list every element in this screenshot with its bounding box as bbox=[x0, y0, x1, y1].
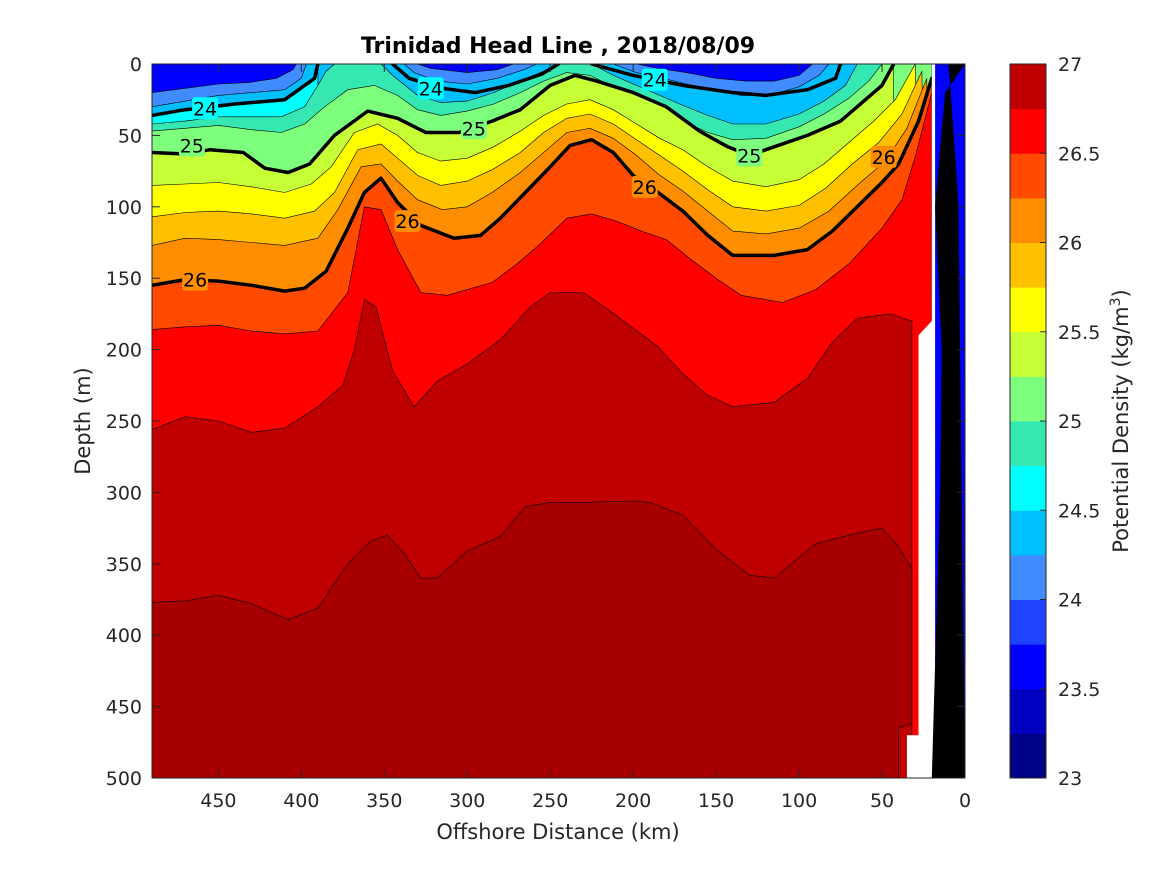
colorbar-segment bbox=[1010, 376, 1046, 422]
colorbar-tick-label: 25 bbox=[1058, 411, 1082, 433]
colorbar-segment bbox=[1010, 644, 1046, 690]
shelf-blank-area bbox=[906, 64, 965, 778]
contour-label-7: 26 bbox=[633, 177, 657, 199]
x-tick-label: 150 bbox=[698, 790, 734, 812]
contour-label-bg bbox=[182, 268, 209, 291]
density-bands bbox=[152, 64, 933, 778]
plot-area: 24 25 26 24 25 26 24 26 25 26 bbox=[152, 64, 965, 778]
colorbar-tick-label: 24.5 bbox=[1058, 500, 1100, 522]
colorbar-segment bbox=[1010, 465, 1046, 511]
y-axis-label: Depth (m) bbox=[71, 367, 95, 474]
y-tick-label: 150 bbox=[106, 268, 142, 290]
contour-label-bg bbox=[417, 77, 444, 100]
colorbar-tick-label: 26.5 bbox=[1058, 143, 1100, 165]
colorbar-segment bbox=[1010, 108, 1046, 154]
contour-lines bbox=[152, 64, 934, 293]
y-tick-label: 250 bbox=[106, 411, 142, 433]
colorbar-ticks: 23 23.5 24 24.5 25 25.5 26 26.5 27 bbox=[1040, 54, 1100, 790]
colorbar-segment bbox=[1010, 331, 1046, 377]
colorbar-tick-label: 25.5 bbox=[1058, 322, 1100, 344]
y-tick-label: 500 bbox=[106, 768, 142, 790]
x-tick-label: 350 bbox=[366, 790, 402, 812]
contour-label-bg bbox=[641, 68, 668, 91]
y-tick-label: 200 bbox=[106, 340, 142, 362]
y-tick-label: 0 bbox=[130, 54, 142, 76]
x-axis-ticks: 450 400 350 300 250 200 150 100 50 0 bbox=[200, 64, 971, 812]
chart-title: Trinidad Head Line , 2018/08/09 bbox=[361, 34, 755, 59]
colorbar-segment bbox=[1010, 287, 1046, 333]
contour-label-bg bbox=[394, 210, 421, 233]
isopycnal-26-line-4 bbox=[152, 76, 934, 293]
colorbar-segment bbox=[1010, 510, 1046, 556]
colorbar-segment bbox=[1010, 421, 1046, 467]
x-tick-label: 50 bbox=[870, 790, 894, 812]
contour-label-bg bbox=[460, 117, 487, 140]
y-tick-label: 50 bbox=[118, 125, 142, 147]
colorbar-segment bbox=[1010, 733, 1046, 779]
contour-label-bg bbox=[736, 144, 763, 167]
colorbar-segment bbox=[1010, 197, 1046, 243]
coast-mask bbox=[906, 64, 965, 778]
contour-label-4: 25 bbox=[462, 118, 486, 140]
isopycnal-25-line-3 bbox=[152, 64, 896, 175]
contour-label-9: 26 bbox=[872, 147, 896, 169]
isopycnal-24-line-2 bbox=[589, 64, 843, 98]
colorbar-tick-label: 23 bbox=[1058, 768, 1082, 790]
colorbar-label-base: Potential Density (kg/m bbox=[1109, 306, 1133, 552]
x-tick-label: 400 bbox=[283, 790, 319, 812]
colorbar-label-end: ) bbox=[1109, 289, 1133, 297]
contour-label-6: 24 bbox=[643, 70, 667, 92]
contour-label-bg bbox=[178, 134, 205, 157]
isopycnal-24-line-1 bbox=[390, 64, 561, 95]
colorbar-segment bbox=[1010, 242, 1046, 288]
x-tick-label: 100 bbox=[781, 790, 817, 812]
contour-label-2: 26 bbox=[183, 270, 207, 292]
colorbar-label-superscript: 3 bbox=[1108, 297, 1124, 306]
contour-label-bg bbox=[870, 145, 897, 168]
x-tick-label: 200 bbox=[615, 790, 651, 812]
density-band-26-75 bbox=[152, 500, 913, 778]
colorbar-tick-label: 26 bbox=[1058, 233, 1082, 255]
x-axis-label: Offshore Distance (km) bbox=[436, 820, 679, 844]
x-tick-label: 250 bbox=[532, 790, 568, 812]
y-tick-label: 100 bbox=[106, 197, 142, 219]
contour-label-bg bbox=[192, 97, 219, 120]
colorbar-segment bbox=[1010, 64, 1046, 110]
colorbar-segment bbox=[1010, 688, 1046, 734]
x-tick-label: 450 bbox=[200, 790, 236, 812]
colorbar-segment bbox=[1010, 153, 1046, 199]
y-tick-label: 350 bbox=[106, 554, 142, 576]
colorbar-tick-label: 23.5 bbox=[1058, 679, 1100, 701]
land-bathymetry bbox=[931, 64, 965, 778]
contour-label-1: 25 bbox=[180, 135, 204, 157]
contour-label-8: 25 bbox=[737, 145, 761, 167]
contour-label-bg bbox=[631, 175, 658, 198]
colorbar bbox=[1010, 64, 1046, 779]
y-tick-label: 450 bbox=[106, 697, 142, 719]
y-tick-label: 400 bbox=[106, 625, 142, 647]
contour-labels: 24 25 26 24 25 26 24 26 25 26 bbox=[178, 68, 897, 292]
contour-label-0: 24 bbox=[193, 98, 217, 120]
y-tick-label: 300 bbox=[106, 482, 142, 504]
x-tick-label: 0 bbox=[959, 790, 971, 812]
colorbar-segment bbox=[1010, 599, 1046, 645]
contour-label-3: 24 bbox=[419, 78, 443, 100]
isopycnal-24-line-0 bbox=[152, 64, 320, 118]
x-tick-label: 300 bbox=[449, 790, 485, 812]
y-axis-ticks: 0 50 100 150 200 250 300 350 400 450 500 bbox=[106, 54, 965, 790]
colorbar-label: Potential Density (kg/m3) bbox=[1108, 289, 1133, 553]
contour-label-5: 26 bbox=[395, 211, 419, 233]
colorbar-tick-label: 27 bbox=[1058, 54, 1082, 76]
colorbar-segment bbox=[1010, 554, 1046, 600]
colorbar-tick-label: 24 bbox=[1058, 590, 1082, 612]
